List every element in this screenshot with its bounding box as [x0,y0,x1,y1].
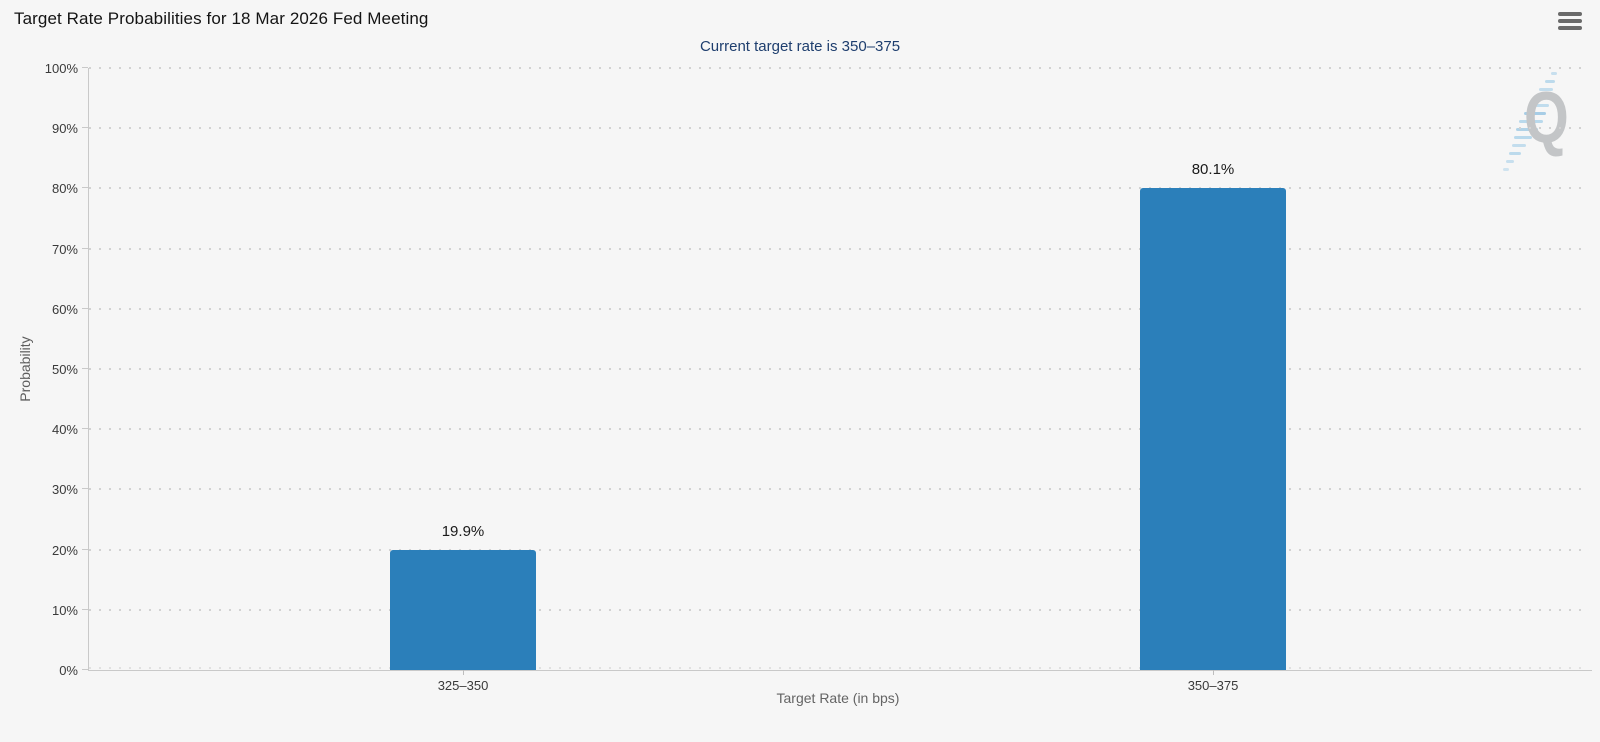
y-tick-mark-50 [82,368,88,369]
y-tick-label-0: 0% [59,663,78,678]
plot-area: 0% 10% 20% 30% 40% 50% 60% 70% 80% 90% 100% 19.9% 32… [45,61,1592,693]
y-tick-label-40: 40% [51,422,78,438]
y-tick-label-50: 50% [51,362,78,377]
x-tick-label: 350–375 [1187,678,1239,693]
y-tick-label-60: 60% [51,301,78,317]
gridline-70 [89,247,1588,250]
y-tick-mark-70 [82,247,88,249]
x-tick-mark [1213,670,1214,675]
y-tick-mark-80 [82,187,88,189]
hamburger-bar [1558,12,1582,16]
hamburger-bar [1558,19,1582,23]
x-tick-label: 325–350 [437,678,489,693]
y-tick-label-80: 80% [51,181,78,197]
y-tick-mark-60 [82,307,88,309]
y-tick-mark-0 [82,669,88,670]
gridline-0 [89,667,1588,669]
y-tick-label-30: 30% [51,482,78,498]
gridline-10 [89,608,1588,611]
gridline-40 [89,428,1588,431]
bar-350-375[interactable] [1140,187,1286,670]
bar-325-350[interactable] [390,550,536,670]
x-axis-line [88,670,1592,671]
gridline-30 [89,488,1588,491]
gridline-20 [89,548,1588,551]
chart-title: Target Rate Probabilities for 18 Mar 202… [14,9,429,28]
gridline-50 [89,368,1588,370]
y-tick-mark-20 [82,548,88,550]
x-tick-mark [463,670,464,675]
y-tick-label-100: 100% [44,61,78,76]
y-tick-mark-90 [82,127,88,129]
bar-value-label: 80.1% [1191,160,1235,178]
chart-subtitle: Current target rate is 350–375 [699,38,901,55]
y-axis-line [88,68,89,670]
y-tick-label-20: 20% [51,542,78,558]
gridline-100 [89,67,1588,69]
y-tick-mark-100 [82,67,88,68]
y-tick-mark-30 [82,488,88,490]
y-tick-label-90: 90% [51,121,78,137]
y-tick-mark-10 [82,608,88,610]
y-tick-mark-40 [82,428,88,430]
hamburger-menu-icon[interactable] [1558,11,1582,31]
y-tick-label-70: 70% [51,241,78,257]
bar-value-label: 19.9% [441,523,485,541]
gridline-80 [89,187,1588,190]
x-axis-title: Target Rate (in bps) [776,690,900,706]
gridline-90 [89,127,1588,130]
gridline-60 [89,307,1588,310]
hamburger-bar [1558,26,1582,30]
y-tick-label-10: 10% [51,602,78,618]
